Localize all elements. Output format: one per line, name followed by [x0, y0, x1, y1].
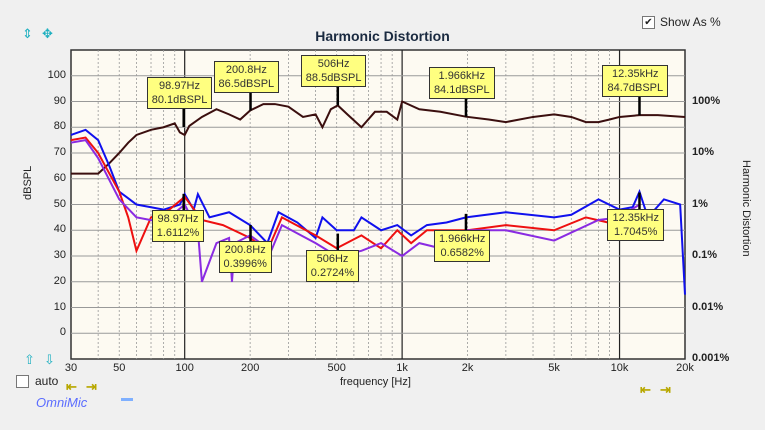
y2-tick-label: 0.1% — [692, 249, 718, 261]
marker-value: 80.1dBSPL — [151, 93, 208, 106]
checkbox-check-icon[interactable]: ✔ — [642, 15, 655, 29]
fund-marker-box: 12.35kHz 84.7dBSPL — [602, 65, 669, 98]
fund-marker-box: 98.97Hz 80.1dBSPL — [146, 76, 213, 109]
y2-tick-label: 1% — [692, 197, 708, 210]
series-line — [70, 128, 686, 295]
y2-tick-label: 0.001% — [692, 352, 730, 364]
x-tick-label: 5k — [548, 362, 560, 374]
y-tick-label: 30 — [53, 249, 66, 261]
marker-freq: 12.35kHz — [612, 211, 659, 224]
chart-title: Harmonic Distortion — [315, 28, 450, 44]
scroll-right-icon[interactable]: ⇥ — [86, 379, 97, 394]
x-tick-label: 10k — [610, 362, 629, 374]
marker-freq: 1.966kHz — [438, 69, 485, 82]
marker-freq: 506Hz — [316, 252, 349, 265]
x-tick-label: 2k — [461, 362, 474, 374]
fund-marker-box: 1.966kHz 84.1dBSPL — [428, 66, 495, 99]
marker-value: 1.7045% — [613, 225, 658, 238]
vertical-fit-icon[interactable]: ✥ — [42, 26, 53, 41]
y-tick-label: 50 — [53, 197, 66, 210]
scroll-up-icon[interactable]: ⇧ — [24, 352, 35, 367]
scroll-left-icon[interactable]: ⇤ — [66, 379, 77, 394]
y-tick-label: 40 — [53, 223, 66, 236]
x-tick-label: 100 — [175, 362, 194, 374]
x-tick-label: 30 — [64, 362, 78, 374]
y-tick-label: 60 — [53, 171, 66, 184]
marker-value: 1.6112% — [156, 226, 200, 239]
y2-tick-label: 10% — [692, 146, 715, 158]
dist-marker-box: 98.97Hz 1.6112% — [151, 209, 205, 242]
marker-freq: 200.8Hz — [224, 244, 266, 257]
vertical-zoom-icon[interactable]: ⇕ — [22, 26, 33, 41]
x-tick-label: 50 — [113, 362, 126, 374]
y-tick-label: 70 — [53, 146, 66, 158]
y-tick-label: 10 — [53, 300, 66, 313]
x-axis-label: frequency [Hz] — [340, 376, 411, 388]
dist-marker-box: 1.966kHz 0.6582% — [433, 229, 491, 262]
x-tick-label: 20k — [676, 362, 694, 374]
y-tick-label: 0 — [59, 326, 66, 339]
show-as-percent-checkbox[interactable]: ✔ Show As % — [642, 15, 721, 29]
fund-marker-box: 200.8Hz 86.5dBSPL — [213, 60, 280, 93]
marker-freq: 98.97Hz — [159, 79, 201, 92]
marker-value: 86.5dBSPL — [218, 77, 275, 90]
show-as-percent-label: Show As % — [660, 15, 721, 29]
y-axis-label: dBSPL — [22, 165, 34, 200]
marker-value: 88.5dBSPL — [305, 72, 362, 85]
auto-label: auto — [35, 374, 59, 388]
marker-value: 0.6582% — [440, 246, 484, 259]
marker-value: 0.3996% — [223, 258, 267, 271]
marker-value: 84.1dBSPL — [433, 83, 490, 96]
x-tick-label: 200 — [240, 362, 260, 374]
marker-freq: 1.966kHz — [438, 232, 486, 245]
dist-marker-box: 200.8Hz 0.3996% — [218, 241, 272, 274]
marker-freq: 98.97Hz — [157, 212, 199, 225]
y-tick-label: 100 — [47, 68, 66, 81]
fund-marker-box: 506Hz 88.5dBSPL — [300, 55, 367, 88]
y-tick-label: 20 — [53, 274, 66, 287]
marker-freq: 200.8Hz — [225, 63, 267, 76]
y-tick-label: 90 — [53, 94, 66, 107]
marker-freq: 12.35kHz — [612, 68, 659, 81]
y2-tick-label: 100% — [692, 94, 721, 107]
y2-tick-label: 0.01% — [692, 300, 724, 313]
x-tick-label: 500 — [327, 362, 346, 374]
marker-freq: 506Hz — [317, 58, 350, 71]
zoom-left-icon[interactable]: ⇤ — [640, 382, 651, 397]
y-tick-label: 80 — [53, 120, 66, 133]
scroll-down-icon[interactable]: ⇩ — [44, 352, 55, 367]
zoom-right-icon[interactable]: ⇥ — [660, 382, 671, 397]
x-tick-label: 1k — [396, 362, 408, 374]
marker-value: 84.7dBSPL — [607, 82, 664, 95]
dist-marker-box: 12.35kHz 1.7045% — [607, 208, 664, 241]
legend-dash — [121, 398, 133, 401]
auto-checkbox-box[interactable] — [16, 374, 29, 388]
omnimic-logo: OmniMic — [36, 395, 88, 410]
y2-axis-label: Harmonic Distortion — [740, 160, 752, 257]
auto-checkbox[interactable]: auto — [16, 374, 58, 388]
dist-marker-box: 506Hz 0.2724% — [305, 249, 360, 282]
series-line — [71, 100, 686, 175]
marker-value: 0.2724% — [310, 266, 355, 279]
